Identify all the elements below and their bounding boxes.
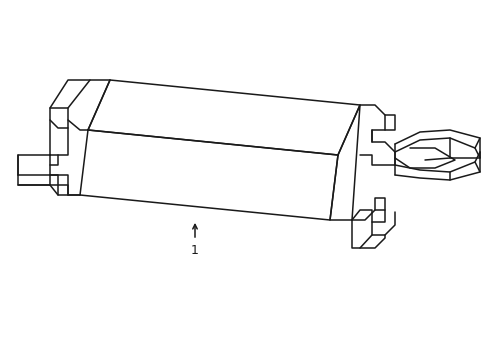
Text: 1: 1 [191, 244, 199, 257]
